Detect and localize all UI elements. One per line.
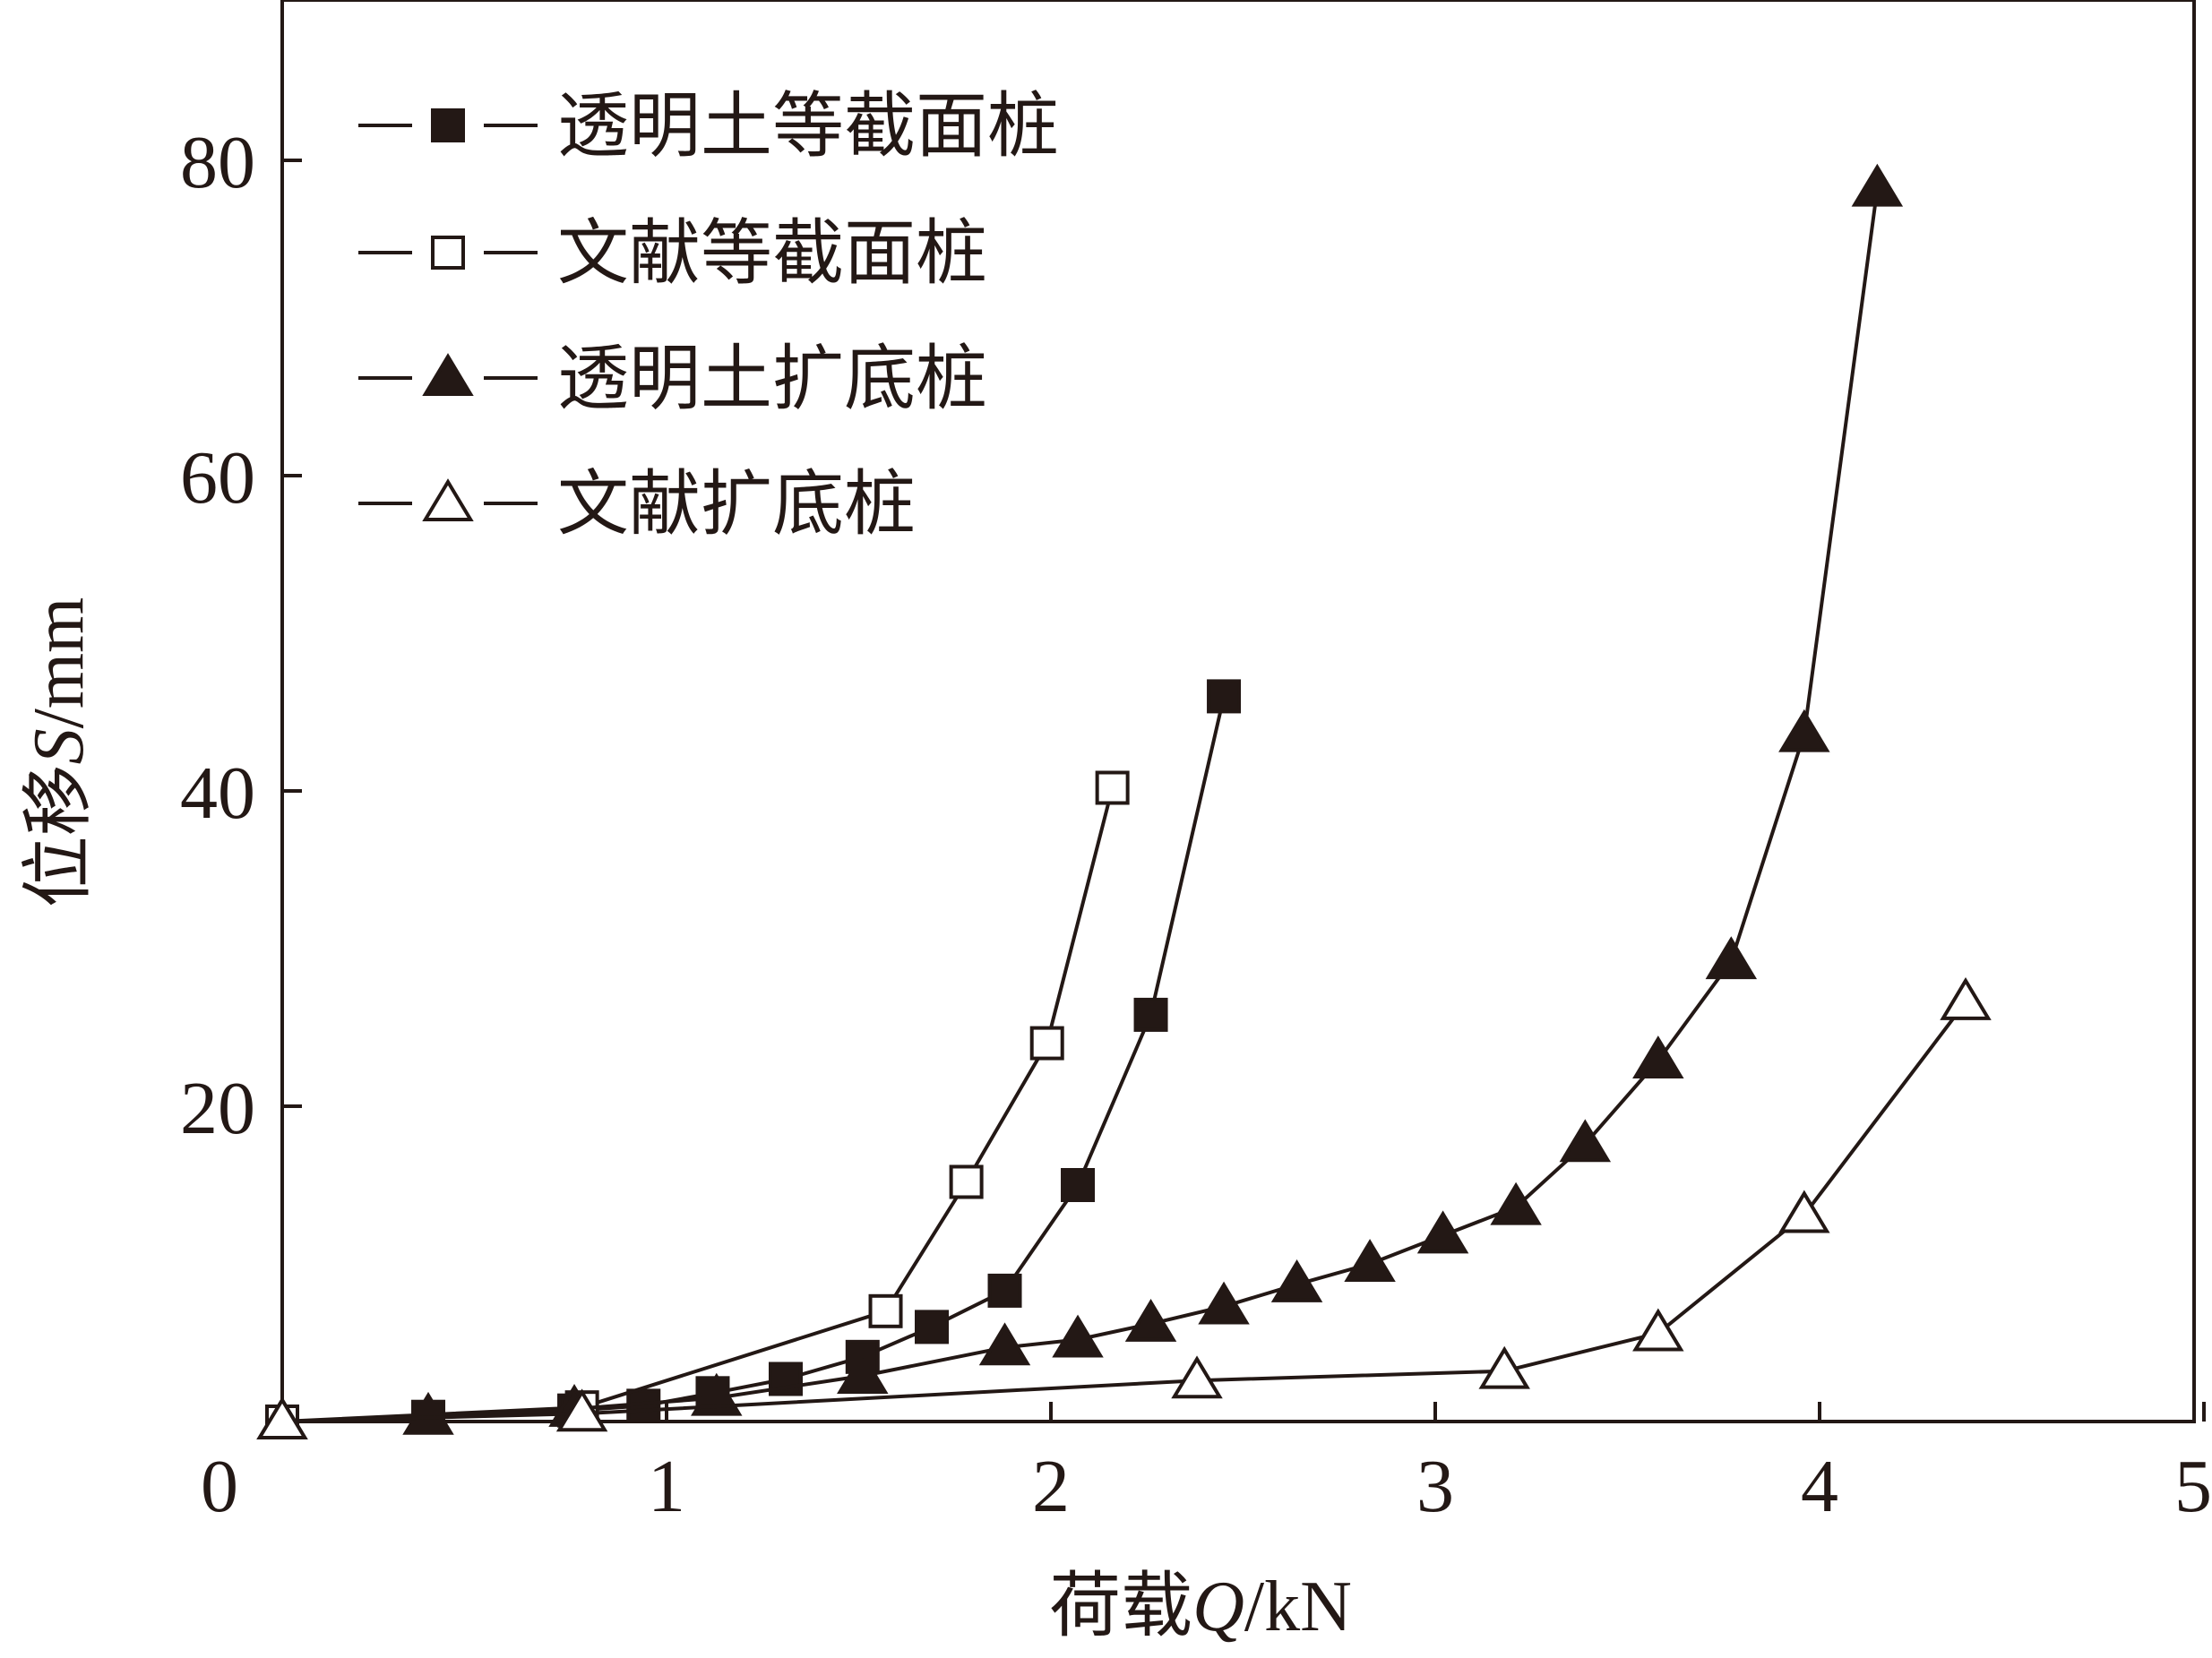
- data-point: [1344, 1239, 1396, 1282]
- y-tick-label: 20: [180, 1067, 255, 1150]
- legend-marker: [431, 108, 465, 142]
- data-point: [987, 1273, 1022, 1308]
- data-point: [555, 1388, 608, 1432]
- x-axis-title-symbol: Q: [1192, 1568, 1244, 1646]
- data-point: [1632, 1035, 1684, 1078]
- data-point: [1095, 770, 1130, 805]
- data-point: [915, 1310, 950, 1344]
- data-point: [1198, 1281, 1250, 1325]
- y-axis-title-prefix: 位移: [20, 764, 99, 907]
- data-point: [978, 1322, 1031, 1366]
- x-axis-title-prefix: 荷载: [1049, 1568, 1192, 1646]
- data-point: [1940, 976, 1992, 1020]
- x-tick-label: 2: [1032, 1445, 1070, 1528]
- y-axis-title-symbol: S: [20, 728, 99, 764]
- data-point: [256, 1396, 308, 1439]
- x-tick-label: 0: [201, 1445, 238, 1528]
- data-point: [1851, 163, 1904, 207]
- y-tick-label: 40: [180, 752, 255, 835]
- series-line: [281, 1001, 1967, 1423]
- legend-label: 文献扩底桩: [557, 466, 916, 545]
- data-point: [1416, 1210, 1469, 1254]
- series-layer: [256, 163, 1992, 1439]
- y-tick-label: 60: [180, 436, 255, 520]
- legend-marker: [422, 478, 474, 521]
- data-point: [1061, 1168, 1096, 1202]
- y-axis-title-unit: /mm: [20, 597, 99, 729]
- data-point: [1171, 1355, 1223, 1399]
- x-tick-label: 1: [648, 1445, 685, 1528]
- legend-marker: [431, 236, 465, 270]
- data-point: [1270, 1259, 1323, 1302]
- data-point: [1778, 709, 1830, 752]
- legend-item: 文献等截面桩: [358, 215, 987, 294]
- legend-item: 透明土等截面桩: [358, 88, 1059, 167]
- legend-label: 透明土扩底桩: [557, 340, 987, 419]
- legend-label: 透明土等截面桩: [557, 88, 1059, 167]
- x-tick-label: 3: [1416, 1445, 1454, 1528]
- series-line: [281, 188, 1880, 1423]
- legend-item: 透明土扩底桩: [358, 340, 987, 419]
- data-point: [1207, 679, 1242, 714]
- data-point: [1778, 1190, 1830, 1233]
- plot-frame: [280, 0, 2196, 1423]
- x-axis-ticks: 0 1 2 3 4 5: [201, 1402, 2212, 1528]
- y-tick-label: 80: [180, 121, 255, 204]
- data-point: [1029, 1026, 1064, 1061]
- data-point: [1052, 1314, 1104, 1358]
- y-axis-ticks: 20 40 60 80: [180, 121, 302, 1150]
- data-point: [1559, 1119, 1612, 1163]
- data-point: [1478, 1345, 1530, 1389]
- legend-item: 文献扩底桩: [358, 466, 916, 545]
- legend-label: 文献等截面桩: [557, 215, 987, 294]
- series-4: [256, 976, 1992, 1439]
- data-point: [1133, 997, 1168, 1032]
- series-3: [256, 163, 1904, 1439]
- series-line: [281, 695, 1226, 1423]
- x-tick-label: 4: [1801, 1445, 1838, 1528]
- legend-marker: [422, 353, 474, 396]
- x-tick-label: 5: [2174, 1445, 2212, 1528]
- data-point: [1490, 1181, 1542, 1225]
- data-point: [1705, 936, 1758, 980]
- data-point: [402, 1391, 454, 1435]
- data-point: [868, 1293, 903, 1328]
- data-point: [1124, 1298, 1177, 1342]
- series-1: [265, 679, 1242, 1439]
- data-point: [1632, 1308, 1684, 1352]
- x-axis-title-unit: /kN: [1244, 1568, 1352, 1646]
- data-point: [837, 1351, 889, 1394]
- data-point: [949, 1164, 984, 1199]
- series-line: [281, 787, 1115, 1423]
- x-axis-title: 荷载Q/kN: [1049, 1568, 1352, 1646]
- y-axis-title: 位移S/mm: [20, 597, 99, 908]
